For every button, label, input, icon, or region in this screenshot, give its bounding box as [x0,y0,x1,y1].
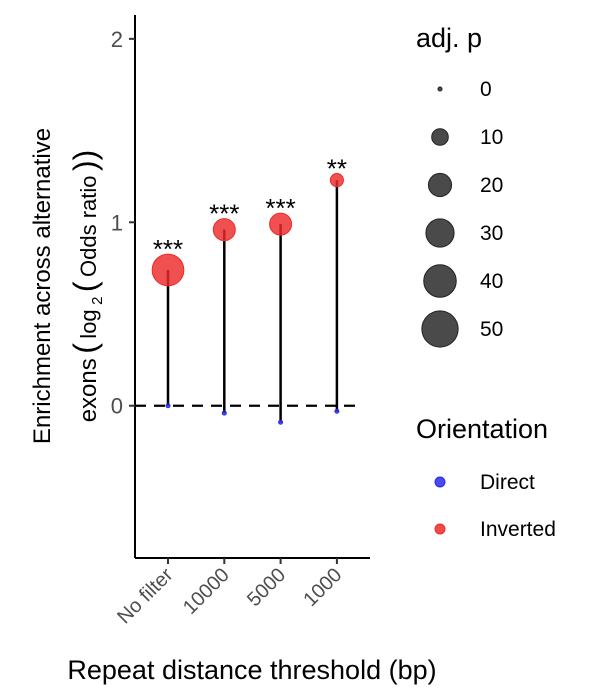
size-legend-label: 50 [480,318,503,341]
significance-label: *** [265,193,295,223]
y-axis-label-exons: exons [75,358,102,422]
labels: ****** ***** [153,154,347,265]
y-axis-label-line2: exons ( log 2 ( Odds ratio )) [67,150,106,423]
data-point-inverted [151,253,185,287]
size-legend-label: 40 [480,270,503,293]
stems [166,180,339,423]
x-tick-label: 1000 [299,564,346,611]
axes: 0 1 2 No filter 10000 5000 1000 [111,15,370,628]
legend: adj. p 0 10 20 30 40 50 Orientation Direct Invert… [416,23,556,541]
x-axis-label: Repeat distance threshold (bp) [67,655,436,685]
color-legend-key [434,476,446,488]
color-legend-key [434,523,446,535]
color-legend-label: Direct [480,471,535,494]
size-legend-key [427,172,453,198]
size-legend-label: 10 [480,126,503,149]
size-legend-key [421,310,459,348]
y-tick-label: 2 [111,27,123,52]
y-axis-label-log: log [76,309,101,338]
size-legend-key [423,264,457,298]
size-legend-title: adj. p [416,23,482,53]
color-legend-title: Orientation [416,414,548,444]
size-legend-key [437,86,443,92]
x-tick-label: 10000 [179,564,234,619]
data-point-inverted [329,173,344,188]
significance-label: *** [209,199,239,229]
y-axis-label-sub: 2 [89,297,106,305]
data-point-direct [278,419,284,425]
data-point-inverted [269,212,293,236]
y-axis-paren-close: )) [67,150,103,171]
y-axis-paren-inner-open: ( [67,281,103,292]
points [151,173,344,425]
data-point-inverted [212,218,236,242]
size-legend-label: 30 [480,222,503,245]
x-tick-label: No filter [113,564,178,629]
y-tick-label: 0 [111,394,123,419]
data-point-direct [221,410,227,416]
data-point-direct [334,408,340,414]
y-axis-label-line1: Enrichment across alternative [29,128,56,444]
y-axis-paren-open: ( [67,343,103,354]
size-legend-label: 20 [480,174,503,197]
size-legend-key [431,128,449,146]
color-legend-label: Inverted [480,518,556,541]
size-legend-label: 0 [480,78,492,101]
y-tick-label: 1 [111,210,123,235]
significance-label: ** [327,154,347,184]
x-tick-label: 5000 [243,564,290,611]
y-axis-label-inner: Odds ratio [76,175,101,277]
data-point-direct [165,403,171,409]
size-legend-key [425,218,455,248]
significance-label: *** [153,234,183,264]
